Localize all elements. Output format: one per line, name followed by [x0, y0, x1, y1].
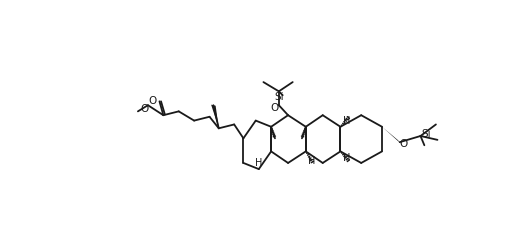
Text: O: O — [271, 102, 279, 113]
Text: O: O — [399, 139, 408, 149]
Polygon shape — [277, 104, 288, 115]
Text: O: O — [140, 104, 148, 114]
Text: H: H — [308, 156, 315, 166]
Polygon shape — [211, 105, 219, 128]
Text: O: O — [148, 96, 156, 106]
Polygon shape — [382, 127, 401, 144]
Text: H: H — [343, 116, 351, 125]
Text: Si: Si — [422, 129, 431, 139]
Text: H: H — [343, 153, 351, 163]
Text: H: H — [255, 158, 263, 168]
Text: Si: Si — [274, 93, 283, 102]
